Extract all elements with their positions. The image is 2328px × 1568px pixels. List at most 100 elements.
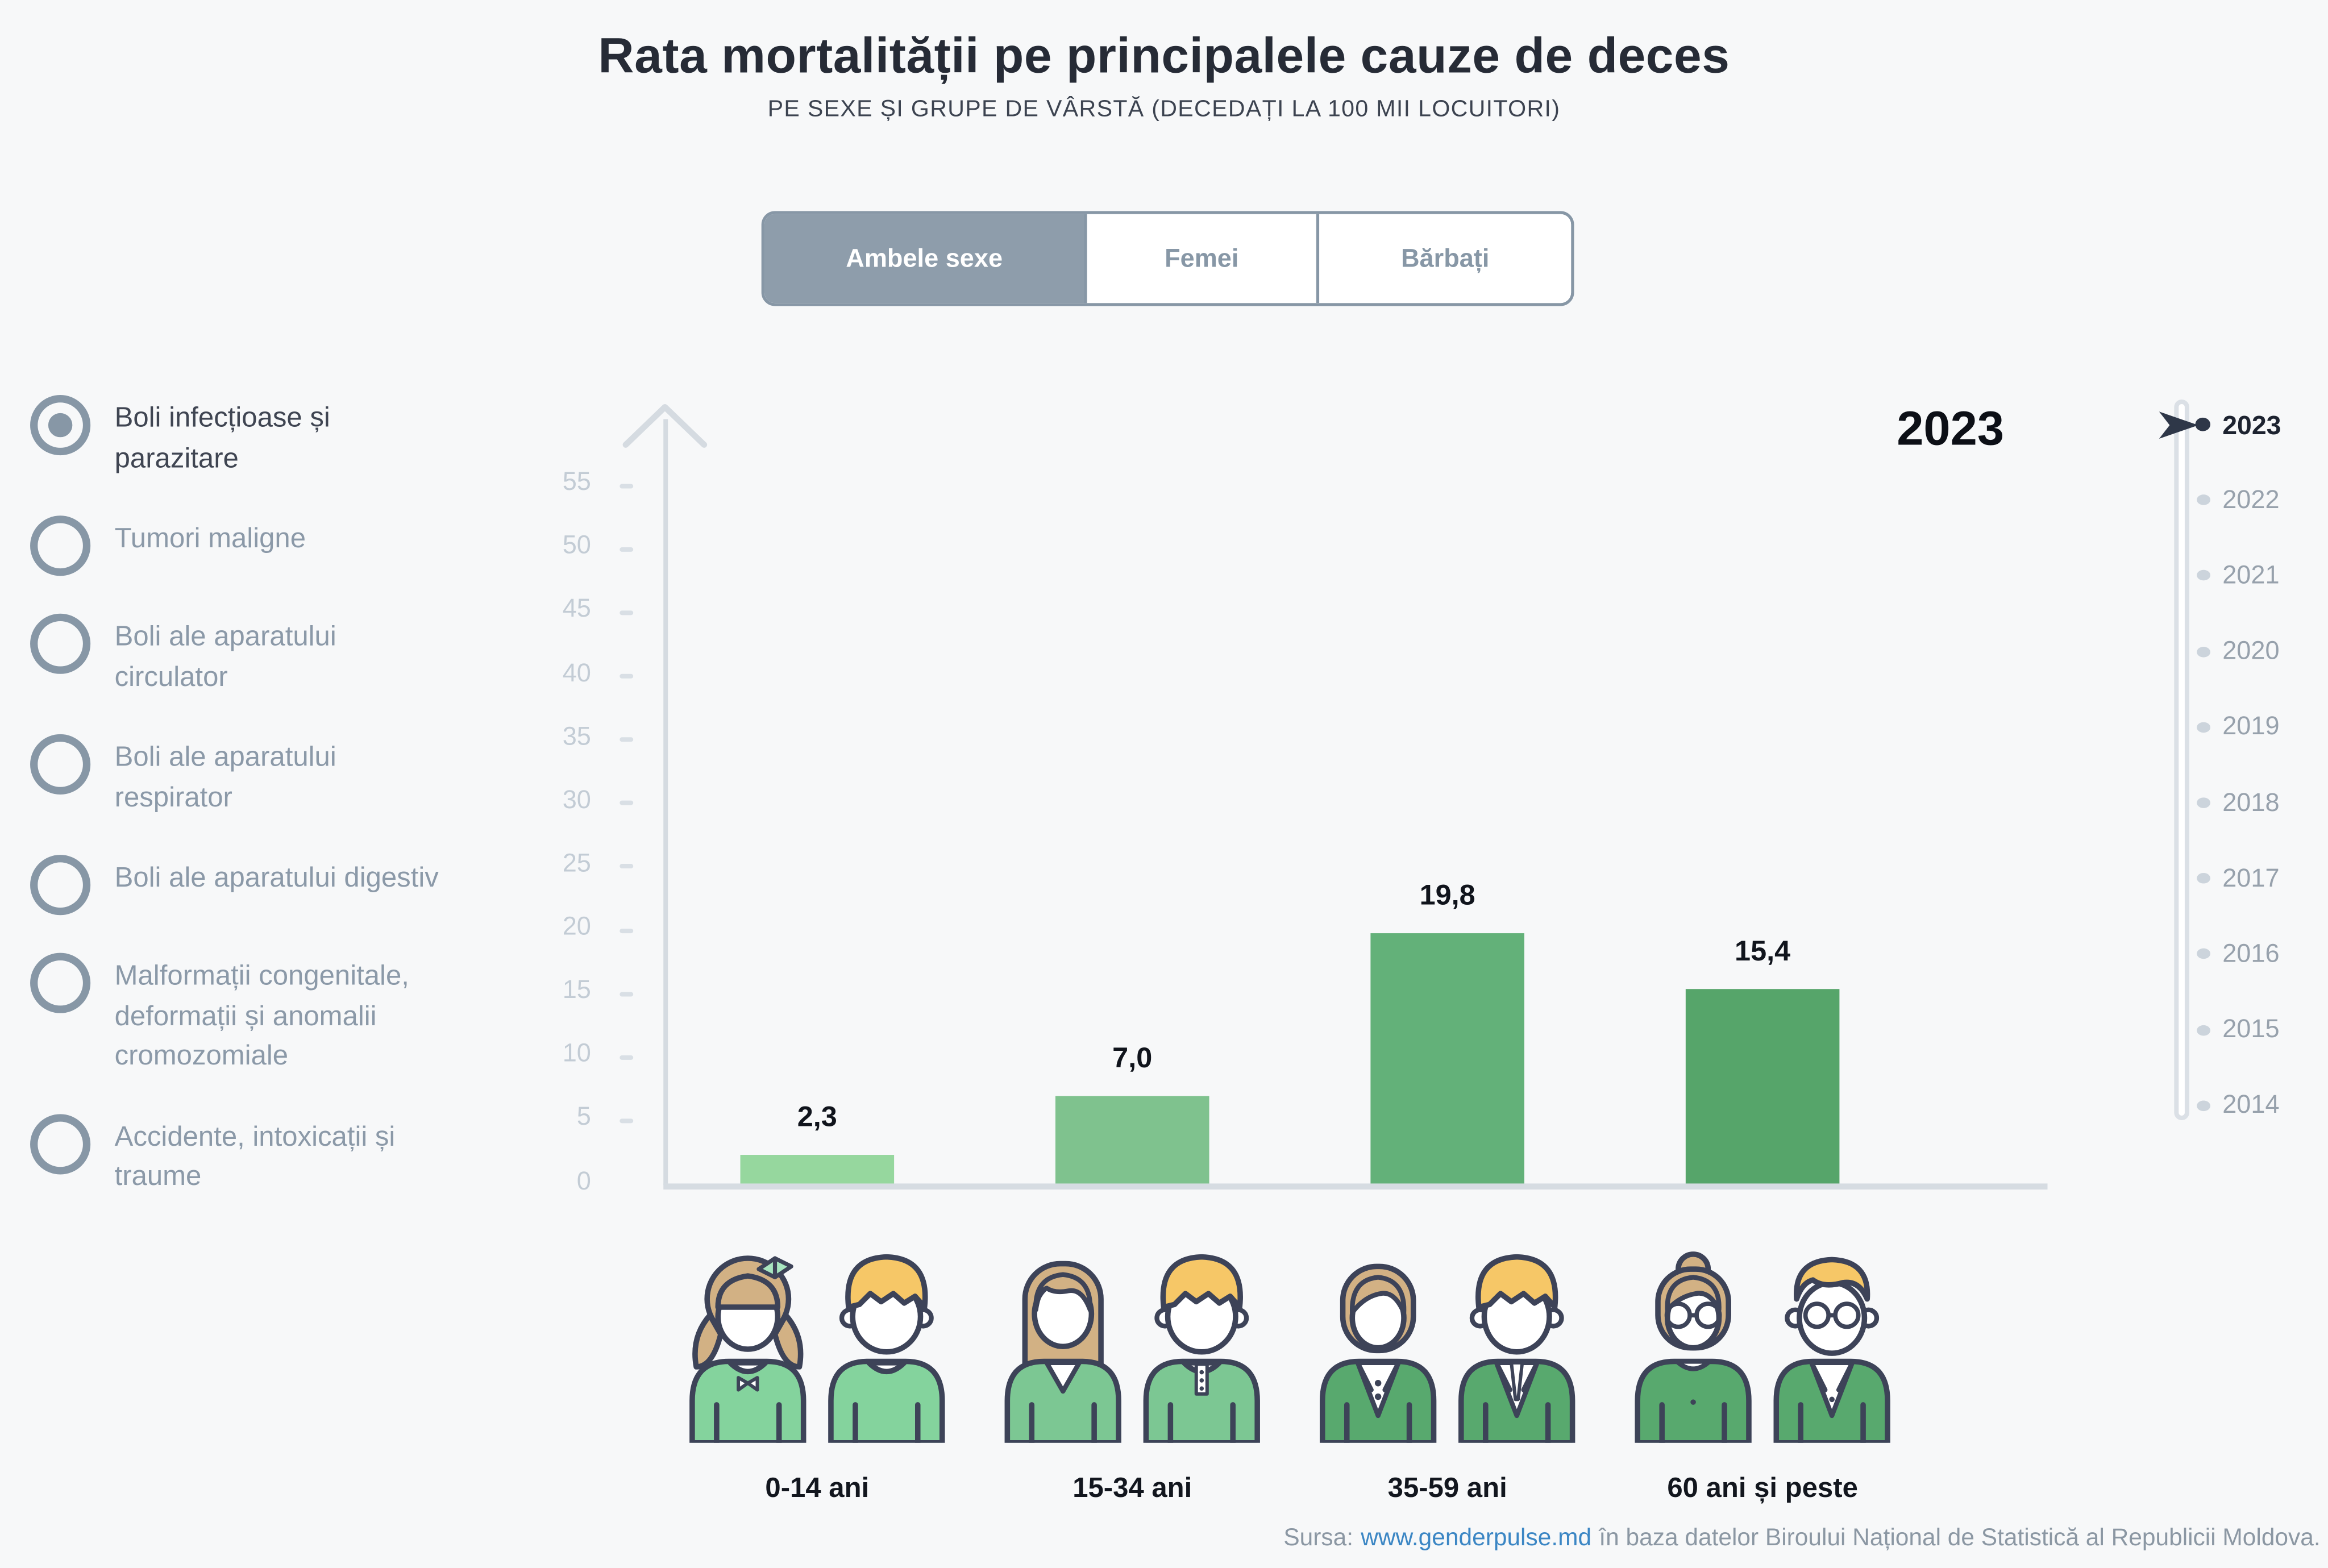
timeline-year-2016[interactable]: 2016	[2222, 939, 2280, 968]
timeline-dot-2018[interactable]	[2196, 797, 2210, 808]
radio-icon[interactable]	[30, 953, 91, 1013]
timeline-year-2020[interactable]: 2020	[2222, 636, 2280, 666]
young-woman-icon	[1004, 1261, 1121, 1443]
cause-option-tumori-maligne[interactable]: Tumori maligne	[30, 515, 483, 576]
radio-dot	[48, 534, 72, 558]
timeline-dot-2019[interactable]	[2196, 722, 2210, 733]
y-axis-label-0: 0	[576, 1166, 591, 1195]
age-group-label: 60 ani și peste	[1667, 1471, 1858, 1503]
timeline-year-2023[interactable]: 2023	[2222, 409, 2281, 440]
y-axis-tick	[620, 673, 634, 679]
age-group-label: 35-59 ani	[1387, 1471, 1507, 1503]
cause-option-boli-ale-aparatului-digestiv[interactable]: Boli ale aparatului digestiv	[30, 855, 483, 916]
y-axis-tick	[620, 928, 634, 933]
age-group-35-59-ani	[1304, 1240, 1591, 1443]
cause-option-malformatii-congenitale-deformatii-si-anomalii-cromozomiale[interactable]: Malformații congenitale, deformații și a…	[30, 953, 483, 1076]
timeline-dot-2023[interactable]	[2195, 417, 2211, 431]
timeline-year-2019[interactable]: 2019	[2222, 712, 2280, 741]
timeline-year-2018[interactable]: 2018	[2222, 788, 2280, 817]
timeline-dot-2017[interactable]	[2196, 873, 2210, 884]
y-axis-label-50: 50	[562, 531, 591, 560]
bar-0-14-ani	[740, 1155, 895, 1184]
page-subtitle: PE SEXE ȘI GRUPE DE VÂRSTĂ (DECEDAȚI LA …	[767, 96, 1561, 122]
radio-dot	[48, 971, 72, 995]
y-axis-label-5: 5	[576, 1103, 591, 1132]
age-group-60-ani-si-peste	[1619, 1240, 1906, 1443]
radio-dot	[48, 752, 72, 776]
age-group-0-14-ani	[674, 1240, 961, 1443]
radio-icon[interactable]	[30, 395, 91, 456]
timeline-dot-2020[interactable]	[2196, 646, 2210, 657]
cause-label: Boli ale aparatului circulator	[114, 619, 336, 692]
y-axis-tick	[620, 483, 634, 488]
timeline-cursor-icon[interactable]	[2157, 409, 2200, 447]
age-group-15-34-ani	[989, 1240, 1275, 1443]
y-axis-label-10: 10	[562, 1039, 591, 1068]
radio-icon[interactable]	[30, 734, 91, 795]
radio-dot	[48, 1132, 72, 1155]
cause-label: Tumori maligne	[114, 521, 306, 554]
radio-icon[interactable]	[30, 515, 91, 576]
y-axis-label-45: 45	[562, 594, 591, 623]
radio-icon[interactable]	[30, 613, 91, 674]
sex-tabs: Ambele sexe Femei Bărbați	[761, 211, 1574, 306]
bar-35-59-ani	[1370, 933, 1524, 1184]
cause-option-boli-infectioase-si-parazitare[interactable]: Boli infecțioase și parazitare	[30, 395, 483, 478]
y-axis-line	[663, 419, 668, 1186]
y-axis-tick	[620, 1118, 634, 1124]
timeline-dot-2022[interactable]	[2196, 494, 2210, 506]
cause-option-boli-ale-aparatului-circulator[interactable]: Boli ale aparatului circulator	[30, 613, 483, 697]
age-group-label: 15-34 ani	[1072, 1471, 1192, 1503]
bar-value-label: 7,0	[1112, 1042, 1153, 1075]
y-axis-tick	[620, 991, 634, 996]
tab-barbati[interactable]: Bărbați	[1319, 214, 1572, 303]
timeline-year-2017[interactable]: 2017	[2222, 863, 2280, 892]
timeline-year-2022[interactable]: 2022	[2222, 485, 2280, 514]
source-note: Sursa: www.genderpulse.md în baza datelor …	[1283, 1526, 2320, 1553]
cause-of-death-list: Boli infecțioase și parazitare Tumori mal…	[30, 395, 483, 1196]
y-axis-tick	[620, 610, 634, 615]
timeline-dot-2016[interactable]	[2196, 949, 2210, 960]
y-axis-arrow-icon	[622, 404, 708, 448]
y-axis-label-20: 20	[562, 912, 591, 941]
timeline-year-2014[interactable]: 2014	[2222, 1090, 2280, 1120]
bar-value-label: 15,4	[1735, 935, 1791, 968]
tab-femei[interactable]: Femei	[1087, 214, 1320, 303]
y-axis-label-15: 15	[562, 975, 591, 1005]
elder-man-icon	[1773, 1257, 1890, 1443]
source-prefix: Sursa:	[1283, 1525, 1354, 1552]
radio-icon[interactable]	[30, 855, 91, 916]
y-axis-tick	[620, 737, 634, 742]
radio-dot	[48, 632, 72, 656]
timeline-dot-2021[interactable]	[2196, 570, 2210, 581]
y-axis-label-30: 30	[562, 785, 591, 814]
source-link[interactable]: www.genderpulse.md	[1361, 1525, 1592, 1552]
timeline-track[interactable]	[2174, 399, 2189, 1121]
timeline-year-2021[interactable]: 2021	[2222, 560, 2280, 589]
bar-15-34-ani	[1055, 1095, 1209, 1184]
source-suffix: în baza datelor Biroului Național de Sta…	[1599, 1525, 2321, 1552]
age-group-label: 0-14 ani	[765, 1471, 870, 1503]
tab-ambele-sexe[interactable]: Ambele sexe	[764, 214, 1087, 303]
cause-option-boli-ale-aparatului-respirator[interactable]: Boli ale aparatului respirator	[30, 734, 483, 817]
y-axis-label-25: 25	[562, 849, 591, 877]
cause-label: Boli ale aparatului digestiv	[114, 860, 439, 893]
girl-icon	[689, 1255, 807, 1443]
cause-label: Boli ale aparatului respirator	[114, 740, 336, 812]
cause-label: Accidente, intoxicații și traume	[114, 1119, 396, 1191]
man-suit-icon	[1458, 1254, 1575, 1443]
cause-label: Malformații congenitale, deformații și a…	[114, 959, 409, 1071]
radio-icon[interactable]	[30, 1113, 91, 1174]
bar-60-ani-si-peste	[1685, 988, 1840, 1184]
page-title: Rata mortalității pe principalele cauze …	[598, 27, 1730, 83]
y-axis-label-35: 35	[562, 721, 591, 751]
timeline-dot-2015[interactable]	[2196, 1024, 2210, 1035]
current-year-label: 2023	[1897, 401, 2005, 456]
timeline-dot-2014[interactable]	[2196, 1100, 2210, 1111]
timeline-year-2015[interactable]: 2015	[2222, 1014, 2280, 1043]
cause-option-accidente-intoxicatii-si-traume[interactable]: Accidente, intoxicații și traume	[30, 1113, 483, 1196]
y-axis-tick	[620, 864, 634, 870]
young-man-icon	[1143, 1254, 1260, 1443]
cause-label: Boli infecțioase și parazitare	[114, 401, 330, 473]
